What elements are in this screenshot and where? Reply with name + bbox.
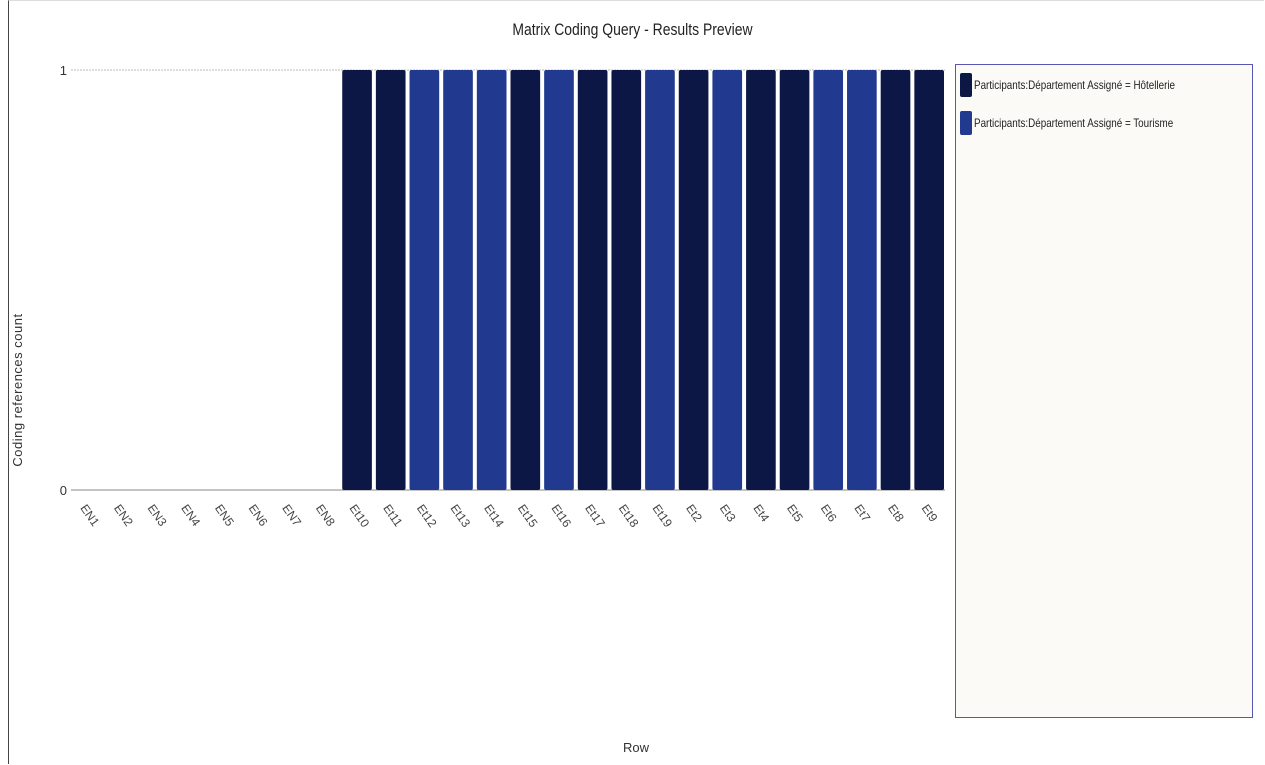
x-axis-label: Row <box>623 740 650 755</box>
x-tick-label: Et10 <box>347 502 373 531</box>
bar-Et13-tourisme <box>443 70 473 490</box>
bar-Et15-hotellerie <box>510 70 541 490</box>
bar-Et10-hotellerie <box>342 70 372 490</box>
y-axis-label: Coding references count <box>10 313 25 466</box>
x-tick-label: Et13 <box>448 502 474 531</box>
bar-Et14-tourisme <box>476 70 507 490</box>
legend-swatch-tourisme <box>960 111 972 135</box>
legend-swatch-hotellerie <box>960 73 972 97</box>
bar-Et2-hotellerie <box>678 70 709 490</box>
x-tick-label: EN1 <box>77 502 102 529</box>
bar-Et16-tourisme <box>544 70 574 490</box>
bar-Et9-hotellerie <box>914 70 944 490</box>
y-tick-label: 0 <box>60 483 67 498</box>
x-tick-label: Et5 <box>784 502 806 525</box>
x-tick-label: Et16 <box>549 502 575 531</box>
legend-item-tourisme: Participants:Département Assigné = Touri… <box>960 111 1217 135</box>
x-tick-label: EN3 <box>145 502 170 529</box>
x-tick-label: Et19 <box>649 502 675 531</box>
bar-Et11-hotellerie <box>375 70 406 490</box>
x-tick-label: EN2 <box>111 502 136 529</box>
x-tick-label: EN4 <box>178 502 203 529</box>
bar-Et19-tourisme <box>645 70 675 490</box>
bar-Et7-tourisme <box>847 70 877 490</box>
legend-label-hotellerie: Participants:Département Assigné = Hôtel… <box>974 78 1176 92</box>
legend-item-hotellerie: Participants:Département Assigné = Hôtel… <box>960 73 1219 97</box>
x-tick-label: Et15 <box>515 502 541 531</box>
chart-title: Matrix Coding Query - Results Preview <box>512 20 753 39</box>
legend-label-tourisme: Participants:Département Assigné = Touri… <box>974 116 1174 130</box>
x-tick-label: EN5 <box>212 502 237 529</box>
x-tick-label: EN7 <box>279 502 304 529</box>
bar-Et6-tourisme <box>813 70 844 490</box>
x-tick-label: Et6 <box>818 502 840 525</box>
bar-Et3-tourisme <box>712 70 743 490</box>
x-tick-label: Et8 <box>885 502 907 525</box>
bar-chart: 0 1 EN1 EN2 EN3 EN4 EN5 EN6 EN7 EN8 Et10 Et11 Et12 Et… <box>10 63 945 755</box>
bar-Et12-tourisme <box>409 70 440 490</box>
bar-Et5-hotellerie <box>779 70 810 490</box>
x-tick-label: Et9 <box>919 502 941 525</box>
chart-frame <box>8 0 1264 764</box>
x-tick-label: Et11 <box>380 502 405 530</box>
bar-Et8-hotellerie <box>880 70 911 490</box>
x-tick-label: Et14 <box>481 502 507 531</box>
x-tick-label: EN8 <box>313 502 338 529</box>
x-tick-label: Et4 <box>750 502 772 525</box>
legend: Participants:Département Assigné = Hôtel… <box>955 64 1253 718</box>
x-tick-label: Et7 <box>851 502 873 525</box>
bar-Et4-hotellerie <box>746 70 776 490</box>
x-tick-label: Et2 <box>683 502 705 525</box>
x-tick-label: Et12 <box>414 502 440 531</box>
bar-Et18-hotellerie <box>611 70 642 490</box>
bar-Et17-hotellerie <box>577 70 608 490</box>
x-tick-label: Et17 <box>582 502 608 531</box>
x-tick-label: Et3 <box>717 502 739 525</box>
x-tick-label: EN6 <box>246 502 271 529</box>
y-tick-label: 1 <box>60 63 67 78</box>
x-tick-label: Et18 <box>616 502 642 531</box>
